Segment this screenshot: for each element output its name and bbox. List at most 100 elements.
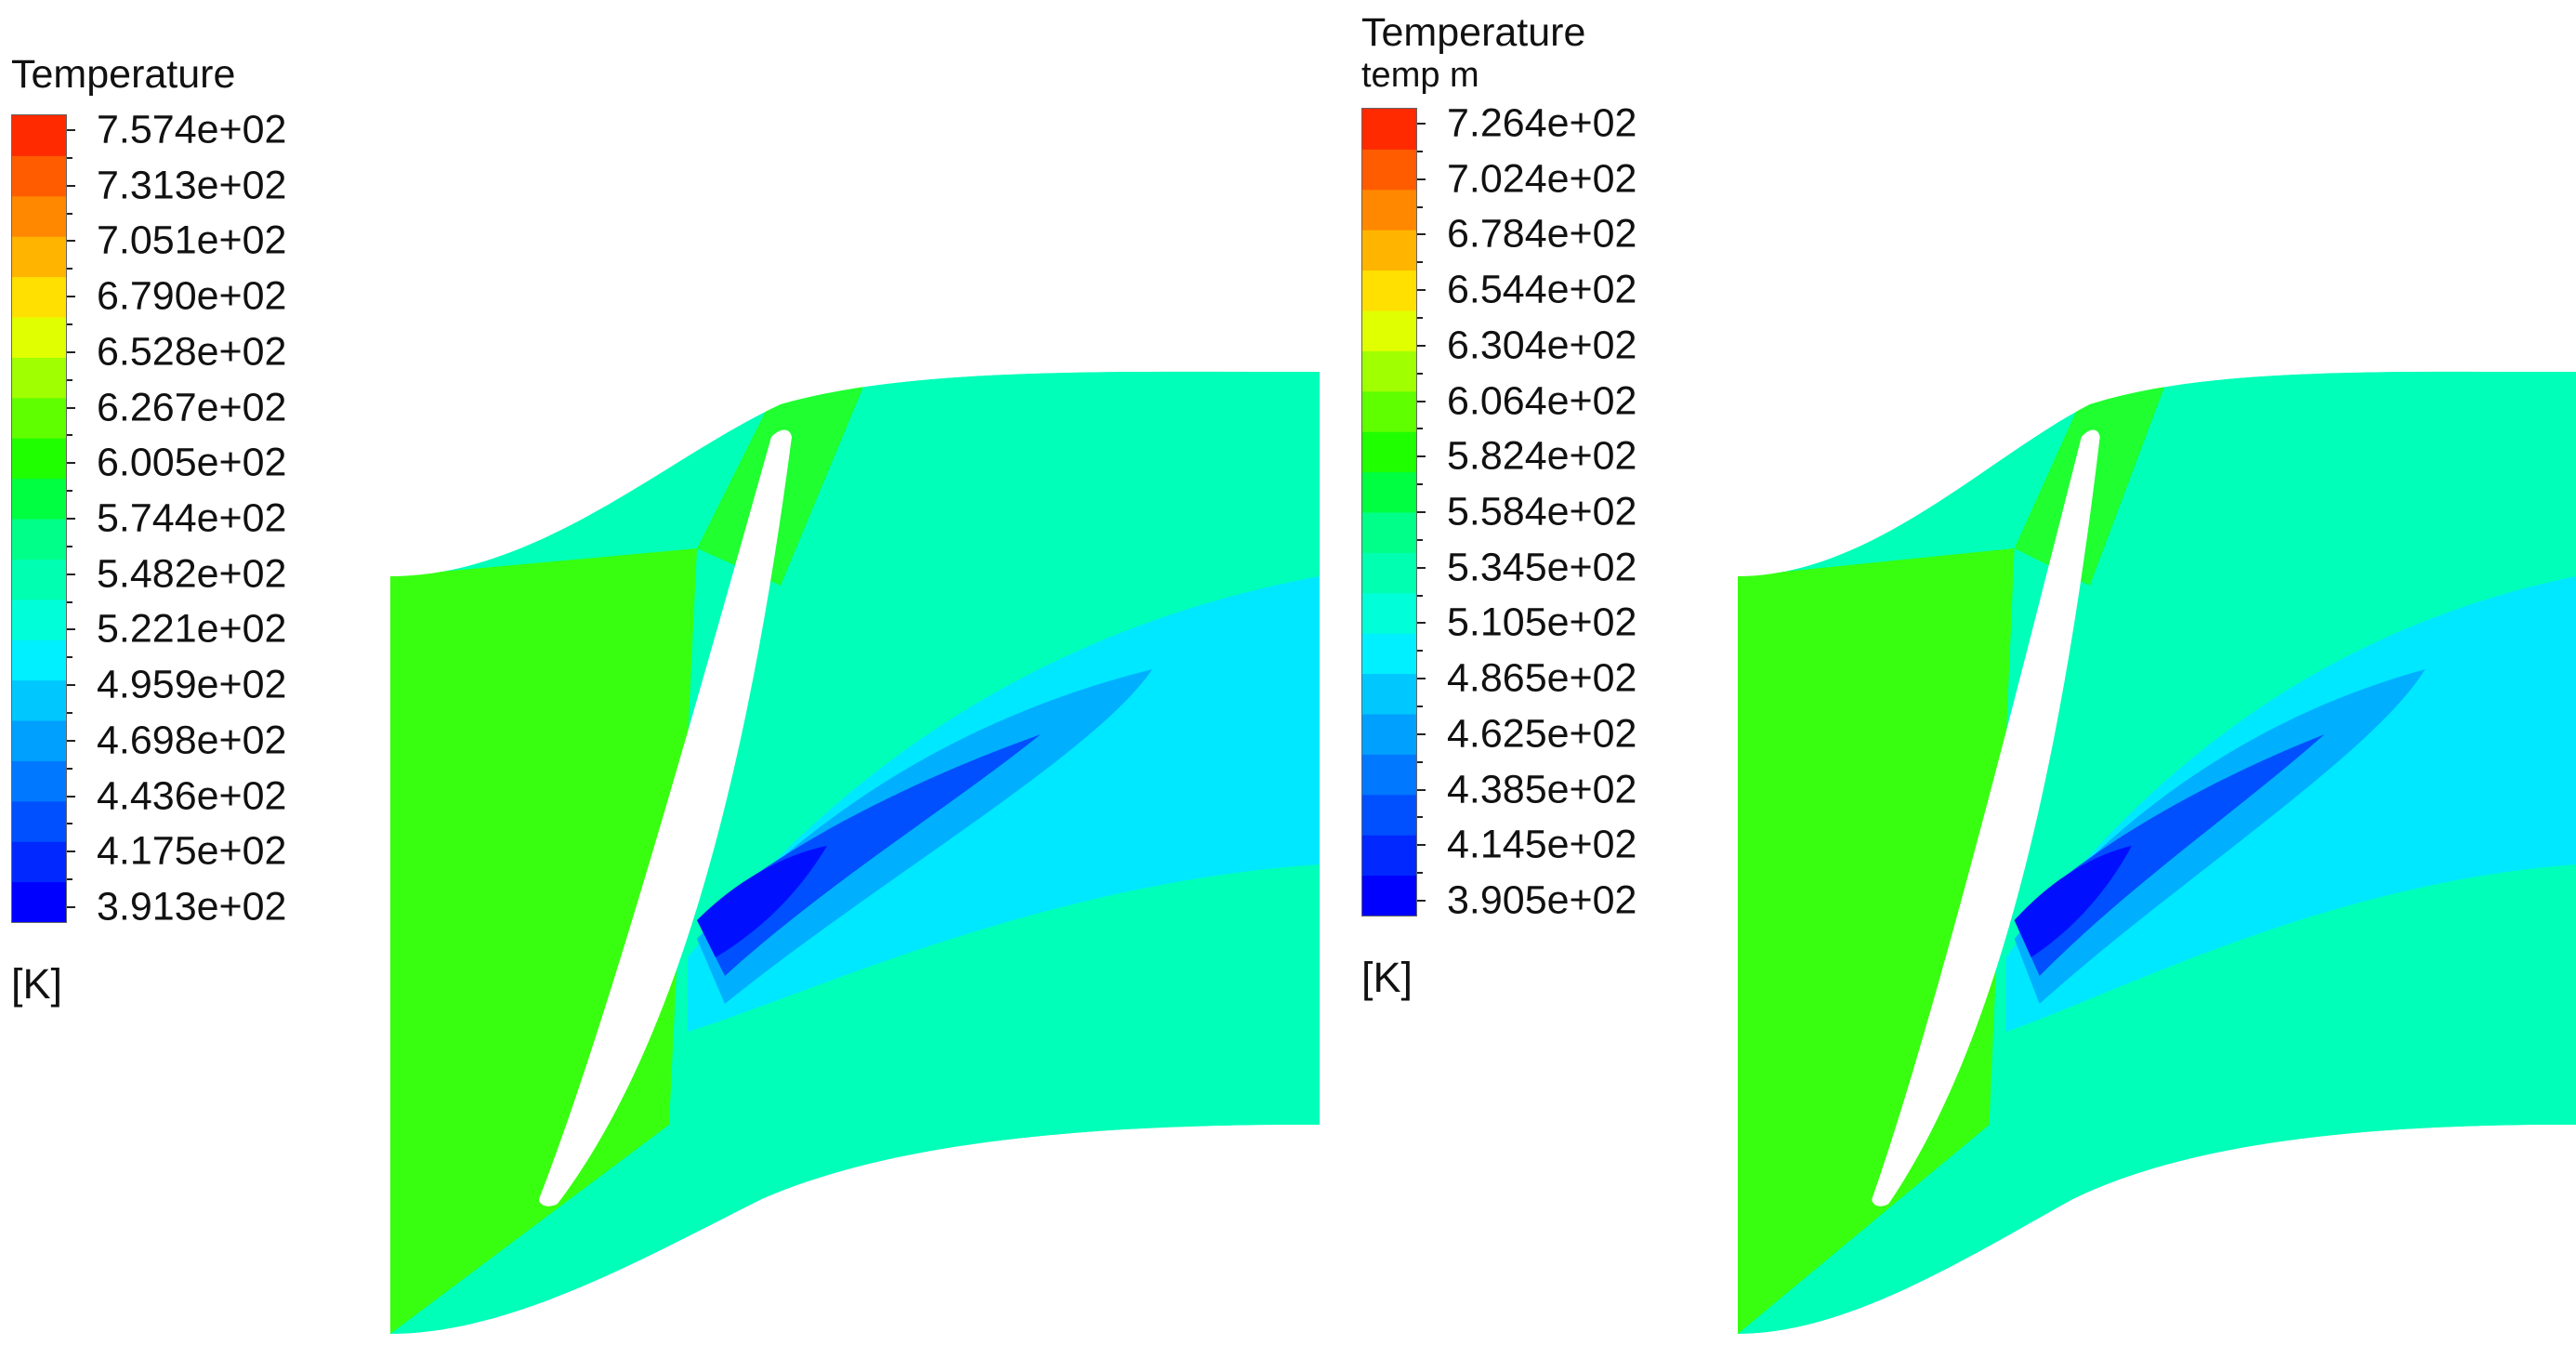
band-cool-3	[697, 734, 1041, 976]
blade-profile	[1872, 429, 2100, 1207]
temperature-field	[1738, 363, 2576, 1338]
colorbar-tick-label: 5.105e+02	[1447, 600, 1637, 645]
colorbar-band	[12, 357, 66, 399]
colorbar-band	[1362, 270, 1416, 311]
colorbar-tick-label: 3.913e+02	[97, 884, 287, 930]
colorbar-tick	[67, 795, 75, 798]
colorbar-band	[12, 317, 66, 358]
colorbar-tick	[67, 406, 75, 409]
colorbar-tick	[67, 240, 75, 243]
colorbar-band	[12, 236, 66, 278]
colorbar-tick	[1417, 844, 1426, 847]
colorbar-tick	[67, 684, 75, 687]
band-cool-2	[2014, 669, 2425, 1004]
contour-bands	[1738, 371, 2576, 1334]
legend-subtitle: temp m	[1361, 56, 1479, 95]
colorbar-minor-tick	[67, 378, 72, 381]
colorbar-tick-label: 4.698e+02	[97, 718, 287, 763]
colorbar-tick	[1417, 400, 1426, 402]
legend-title: Temperature	[1361, 10, 1586, 55]
colorbar-minor-tick	[67, 323, 72, 325]
legend-title: Temperature	[11, 52, 236, 97]
colorbar-minor-tick	[1417, 650, 1423, 653]
band-coldest	[697, 846, 827, 957]
colorbar	[11, 114, 67, 923]
colorbar-band	[1362, 714, 1416, 755]
blade-passage-contour	[1738, 371, 2576, 1334]
colorbar-band	[1362, 471, 1416, 513]
colorbar-band	[1362, 310, 1416, 351]
colorbar-tick	[1417, 566, 1426, 569]
colorbar-band	[1362, 431, 1416, 473]
band-cool-1	[688, 576, 1320, 1032]
colorbar-band	[12, 679, 66, 721]
colorbar-band	[12, 397, 66, 439]
colorbar-minor-tick	[1417, 150, 1423, 152]
band-cool-1	[2005, 576, 2576, 1032]
colorbar-tick-label: 6.544e+02	[1447, 267, 1637, 312]
colorbar-minor-tick	[1417, 760, 1423, 763]
colorbar-band	[1362, 390, 1416, 432]
legend-body: 7.264e+02 7.024e+02 6.784e+02 6.544e+02 6.30…	[1361, 103, 1636, 1001]
colorbar-band	[12, 881, 66, 922]
colorbar-band	[12, 640, 66, 681]
colorbar-minor-tick	[67, 823, 72, 825]
colorbar-band	[1362, 189, 1416, 231]
colorbar-tick-label: 4.959e+02	[97, 662, 287, 707]
colorbar-tick-label: 4.436e+02	[97, 773, 287, 819]
colorbar-band	[12, 438, 66, 480]
colorbar-tick	[67, 129, 75, 131]
colorbar-ticks	[67, 114, 104, 923]
colorbar-band	[1362, 109, 1416, 150]
colorbar-minor-tick	[1417, 317, 1423, 319]
colorbar-band	[1362, 592, 1416, 634]
colorbar-tick	[67, 573, 75, 575]
colorbar-minor-tick	[67, 600, 72, 603]
colorbar-band	[1362, 512, 1416, 553]
colorbar-tick-label: 6.267e+02	[97, 385, 287, 430]
colorbar-tick-label: 3.905e+02	[1447, 877, 1637, 923]
colorbar-minor-tick	[67, 434, 72, 437]
colorbar-tick-label: 4.385e+02	[1447, 767, 1637, 812]
temperature-field	[390, 363, 1320, 1338]
colorbar-band	[12, 195, 66, 237]
colorbar-minor-tick	[1417, 428, 1423, 430]
colorbar-tick-label: 5.584e+02	[1447, 489, 1637, 534]
colorbar	[1361, 108, 1417, 916]
colorbar-tick-label: 4.175e+02	[97, 828, 287, 874]
colorbar-tick	[1417, 178, 1426, 180]
colorbar-band	[1362, 794, 1416, 836]
colorbar-minor-tick	[1417, 483, 1423, 486]
colorbar-band	[12, 720, 66, 761]
legend-body: 7.574e+02 7.313e+02 7.051e+02 6.790e+02 6.52…	[11, 110, 286, 1008]
colorbar-tick	[1417, 455, 1426, 458]
colorbar-band	[12, 841, 66, 883]
colorbar-band	[12, 155, 66, 197]
colorbar-band	[12, 115, 66, 156]
colorbar-band	[12, 760, 66, 802]
colorbar-ticks	[1417, 108, 1454, 916]
colorbar-minor-tick	[1417, 872, 1423, 875]
colorbar-minor-tick	[67, 268, 72, 270]
band-inlet-warm	[390, 548, 697, 1334]
colorbar-tick	[1417, 732, 1426, 735]
colorbar-tick-label: 6.784e+02	[1447, 211, 1637, 257]
colorbar-tick-label: 7.264e+02	[1447, 100, 1637, 146]
colorbar-gradient	[1362, 109, 1416, 916]
colorbar-band	[1362, 552, 1416, 594]
colorbar-tick	[1417, 289, 1426, 292]
colorbar-minor-tick	[1417, 372, 1423, 375]
colorbar-tick	[67, 296, 75, 298]
band-inlet-warm	[1738, 548, 2015, 1334]
colorbar-tick-label: 6.064e+02	[1447, 378, 1637, 424]
colorbar-band	[1362, 835, 1416, 877]
colorbar-minor-tick	[67, 490, 72, 493]
band-coldest	[2014, 846, 2132, 957]
colorbar-tick	[1417, 678, 1426, 680]
colorbar-band	[12, 276, 66, 318]
colorbar-minor-tick	[67, 545, 72, 547]
colorbar-tick-label: 5.744e+02	[97, 495, 287, 541]
colorbar-tick	[67, 906, 75, 908]
colorbar-tick-label: 7.574e+02	[97, 107, 287, 152]
colorbar-tick-label: 6.304e+02	[1447, 323, 1637, 368]
